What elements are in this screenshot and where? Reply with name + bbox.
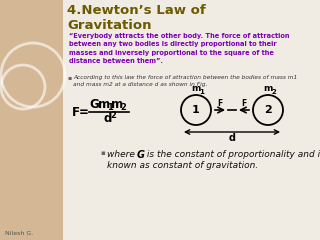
Text: 2: 2	[264, 105, 272, 115]
Text: d: d	[103, 113, 111, 126]
Text: 1: 1	[107, 103, 113, 113]
Text: 1: 1	[192, 105, 200, 115]
Text: ▪: ▪	[100, 150, 105, 156]
Text: m: m	[111, 98, 123, 112]
Text: F: F	[241, 99, 246, 108]
Text: m: m	[191, 84, 200, 93]
Text: m: m	[263, 84, 272, 93]
Text: G: G	[89, 98, 99, 112]
Text: “Everybody attracts the other body. The force of attraction
between any two bodi: “Everybody attracts the other body. The …	[69, 33, 290, 64]
Text: m: m	[98, 98, 110, 112]
Polygon shape	[0, 0, 63, 240]
Text: G: G	[137, 150, 145, 160]
Text: 2: 2	[271, 89, 276, 95]
Text: According to this law the force of attraction between the bodies of mass m1
and : According to this law the force of attra…	[73, 75, 297, 87]
Text: F: F	[217, 99, 222, 108]
Text: Gravitation: Gravitation	[67, 19, 151, 32]
Text: is the constant of proportionality and is: is the constant of proportionality and i…	[144, 150, 320, 159]
Text: d: d	[228, 133, 236, 143]
Text: F=: F=	[72, 106, 90, 119]
Text: 2: 2	[120, 103, 126, 113]
Text: 4.Newton’s Law of: 4.Newton’s Law of	[67, 4, 206, 17]
Text: known as constant of gravitation.: known as constant of gravitation.	[107, 161, 258, 170]
Text: ▪: ▪	[67, 75, 71, 80]
Text: Nilesh G.: Nilesh G.	[5, 231, 33, 236]
Text: where: where	[107, 150, 138, 159]
Text: 1: 1	[199, 89, 204, 95]
Text: 2: 2	[110, 110, 116, 120]
